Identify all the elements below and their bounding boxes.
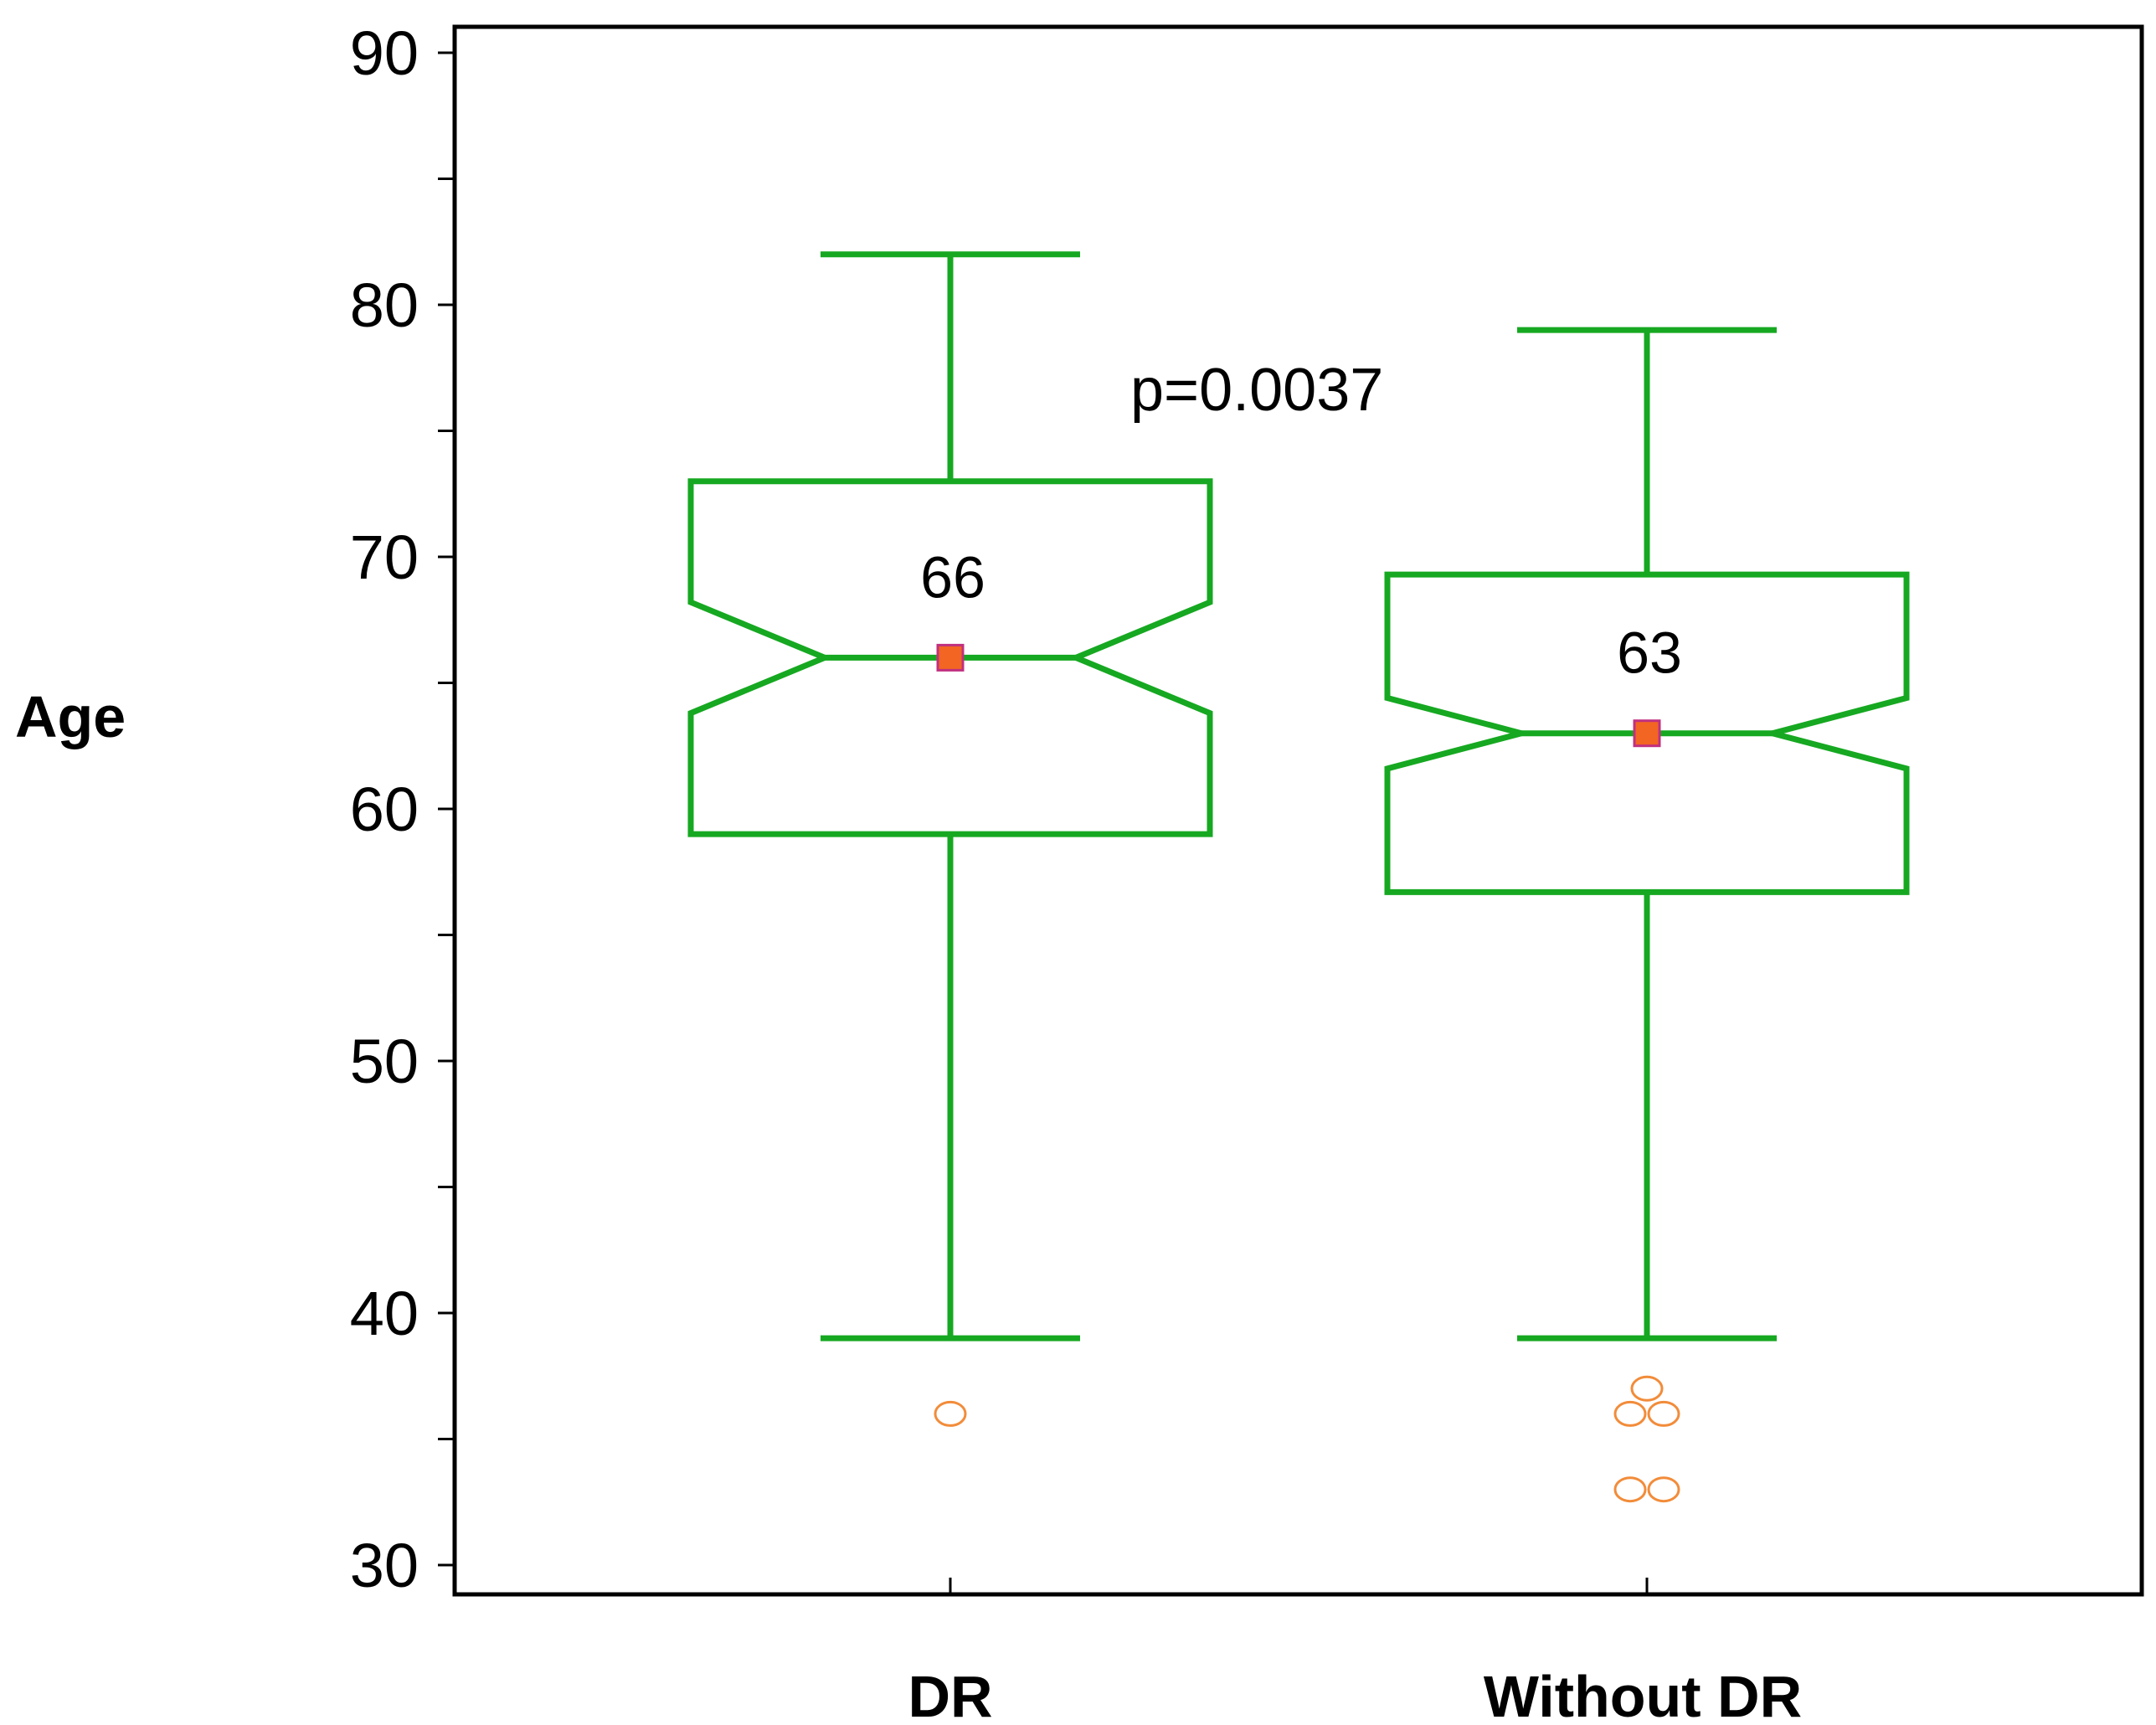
x-category-label: DR (908, 1664, 992, 1725)
notched-box (1384, 571, 1910, 895)
median-label: 63 (1617, 620, 1682, 686)
outlier-point (934, 1400, 967, 1427)
y-axis-label: Age (15, 684, 126, 749)
box-without-dr: 63 (1384, 327, 1910, 1503)
median-label: 66 (920, 544, 985, 610)
median-marker (1633, 719, 1661, 748)
y-tick-label: 30 (350, 1531, 419, 1600)
box-dr: 66 (687, 251, 1213, 1427)
y-tick-label: 70 (350, 523, 419, 592)
x-axis-ticks: DR Without DR (908, 1578, 1802, 1725)
outlier-point (1613, 1476, 1647, 1503)
plot-frame (452, 24, 2144, 1597)
outlier-point (1630, 1375, 1664, 1402)
y-axis-ticks: 30 40 50 60 70 80 90 (350, 18, 455, 1600)
p-value-annotation: p=0.0037 (1130, 357, 1383, 424)
y-tick-label: 40 (350, 1279, 419, 1348)
median-marker (936, 643, 965, 672)
outlier-point (1647, 1476, 1680, 1503)
y-tick-label: 60 (350, 775, 419, 844)
y-tick-label: 50 (350, 1027, 419, 1096)
outlier-point (1613, 1400, 1647, 1427)
x-category-label: Without DR (1484, 1664, 1802, 1725)
outlier-point (1647, 1400, 1680, 1427)
box-group: 66 63 (687, 251, 1910, 1503)
y-tick-label: 80 (350, 270, 419, 340)
notched-box (687, 478, 1213, 837)
y-tick-label: 90 (350, 18, 419, 88)
